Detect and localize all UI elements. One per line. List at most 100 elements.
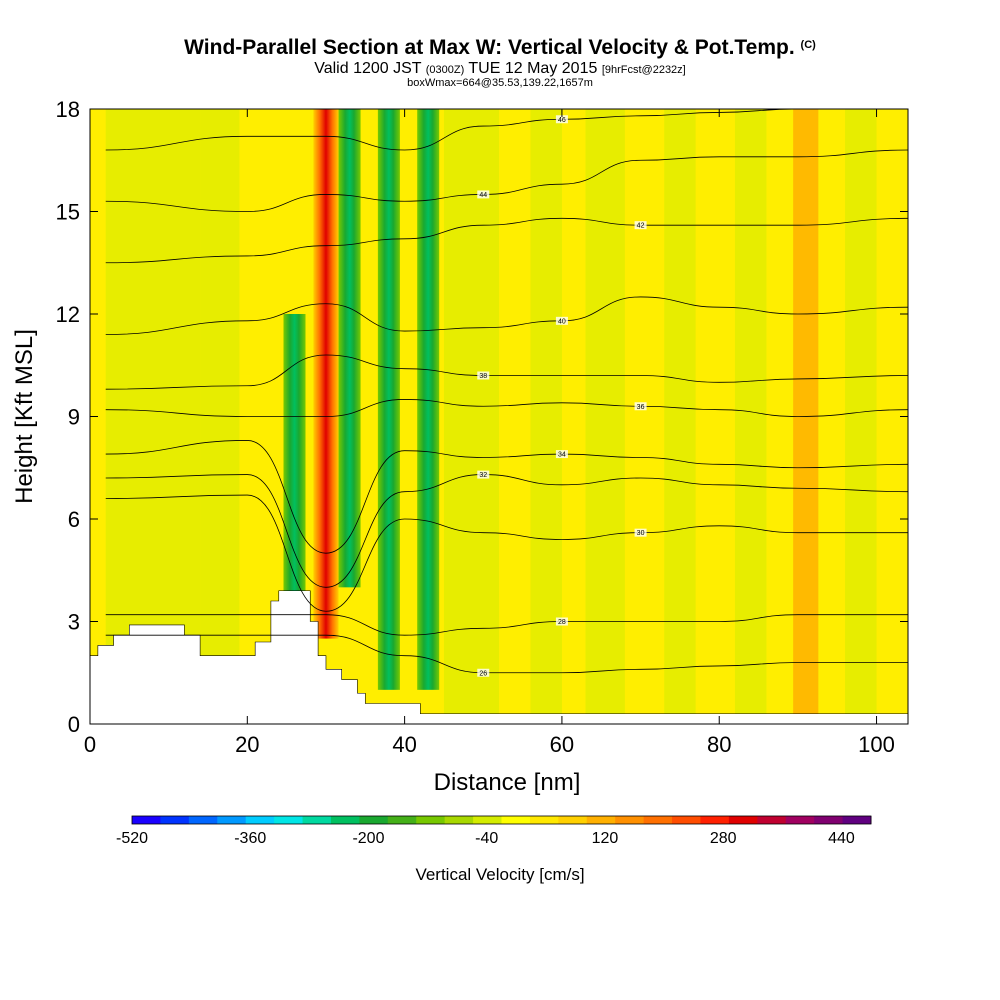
x-tick-label: 0 <box>84 732 96 757</box>
x-tick-label: 100 <box>858 732 895 757</box>
theta-contour <box>105 109 908 151</box>
field-band <box>105 109 201 724</box>
colorbar-swatch <box>444 816 474 824</box>
theta-contour <box>105 354 908 390</box>
x-tick-label: 60 <box>550 732 574 757</box>
colorbar-swatch <box>728 816 758 824</box>
y-tick-label: 12 <box>56 302 80 327</box>
colorbar-swatch <box>188 816 218 824</box>
contour-label-bg <box>555 316 568 325</box>
colorbar-swatch <box>586 816 616 824</box>
colorbar-swatch <box>160 816 190 824</box>
chart-title-main: Wind-Parallel Section at Max W: Vertical… <box>184 36 795 59</box>
velocity-feature <box>377 109 400 690</box>
subtitle-forecast: [9hrFcst@2232z] <box>601 64 686 76</box>
colorbar-swatch <box>643 816 673 824</box>
colorbar-swatch <box>814 816 844 824</box>
theta-contours: 26 28 30 32 34 36 38 40 42 44 46 <box>105 109 908 677</box>
velocity-feature <box>313 109 339 639</box>
velocity-feature <box>283 314 306 605</box>
colorbar-swatch <box>274 816 304 824</box>
colorbar-swatch <box>501 816 531 824</box>
colorbar-swatch <box>785 816 815 824</box>
theta-contour <box>105 634 908 674</box>
contour-label: 28 <box>558 619 566 626</box>
contour-label-bg <box>477 371 490 380</box>
contour-label: 34 <box>558 452 566 459</box>
contour-label: 46 <box>558 117 566 124</box>
velocity-feature <box>417 109 440 690</box>
colorbar: -520 -360 -200 -40 120 280 440 Vertical Velocit… <box>116 815 872 884</box>
contour-label-bg <box>634 402 647 411</box>
field-band <box>530 109 562 724</box>
colorbar-swatch <box>842 816 872 824</box>
contour-label: 26 <box>479 670 487 677</box>
contour-label-bg <box>555 115 568 124</box>
velocity-field <box>90 109 908 724</box>
contour-label-bg <box>634 221 647 230</box>
contour-label: 44 <box>479 192 487 199</box>
subtitle-date: TUE 12 May 2015 <box>468 60 598 77</box>
chart-title: Wind-Parallel Section at Max W: Vertical… <box>0 36 1000 60</box>
colorbar-swatch <box>330 816 360 824</box>
colorbar-swatch <box>416 816 446 824</box>
velocity-feature <box>338 109 361 588</box>
colorbar-tick-label: -40 <box>475 830 498 847</box>
theta-contour <box>105 440 908 554</box>
theta-contour <box>105 614 908 636</box>
colorbar-tick-label: 280 <box>710 830 737 847</box>
field-band <box>443 109 499 724</box>
colorbar-swatch <box>672 816 701 824</box>
colorbar-swatch <box>359 816 389 824</box>
subtitle-valid: Valid 1200 JST <box>314 60 422 77</box>
y-tick-label: 3 <box>68 610 80 635</box>
colorbar-swatch <box>302 816 332 824</box>
contour-label-bg <box>555 617 568 626</box>
colorbar-swatch <box>132 816 161 824</box>
chart-subtitle: Valid 1200 JST (0300Z) TUE 12 May 2015 [… <box>0 60 1000 78</box>
y-tick-label: 18 <box>56 97 80 122</box>
field-band <box>734 109 767 724</box>
contour-label: 38 <box>479 373 487 380</box>
colorbar-swatch <box>387 816 417 824</box>
colorbar-swatch <box>529 816 559 824</box>
contour-label-bg <box>477 190 490 199</box>
theta-contour <box>105 494 908 612</box>
contour-label: 40 <box>558 318 566 325</box>
contour-label: 42 <box>637 223 645 230</box>
field-band <box>585 109 625 724</box>
contour-label-bg <box>477 668 490 677</box>
theta-contour <box>105 149 908 212</box>
colorbar-tick-label: -360 <box>234 830 266 847</box>
colorbar-tick-label: 120 <box>592 830 619 847</box>
colorbar-swatch <box>558 816 588 824</box>
x-tick-label: 40 <box>392 732 416 757</box>
colorbar-swatch <box>245 816 275 824</box>
colorbar-frame <box>131 815 872 825</box>
colorbar-swatch <box>700 816 730 824</box>
y-tick-label: 6 <box>68 507 80 532</box>
colorbar-swatch <box>757 816 787 824</box>
field-band <box>845 109 877 724</box>
contour-label-bg <box>555 450 568 459</box>
chart-subtitle-2: boxWmax=664@35.53,139.22,1657m <box>407 77 593 89</box>
contour-label: 32 <box>479 472 487 479</box>
theta-contour <box>105 217 908 264</box>
colorbar-swatch <box>615 816 645 824</box>
colorbar-tick-label: -520 <box>116 830 148 847</box>
colorbar-tick-label: -200 <box>352 830 384 847</box>
theta-contour <box>105 399 908 417</box>
colorbar-label: Vertical Velocity [cm/s] <box>415 865 584 884</box>
contour-label-bg <box>477 470 490 479</box>
chart-title-mark: (C) <box>800 39 816 51</box>
contour-label: 36 <box>637 404 645 411</box>
colorbar-swatch <box>473 816 502 824</box>
colorbar-tick-label: 440 <box>828 830 855 847</box>
x-tick-label: 80 <box>707 732 731 757</box>
y-tick-label: 15 <box>56 200 80 225</box>
contour-label-bg <box>634 528 647 537</box>
subtitle-utc: (0300Z) <box>425 64 465 76</box>
contour-label: 30 <box>637 530 645 537</box>
